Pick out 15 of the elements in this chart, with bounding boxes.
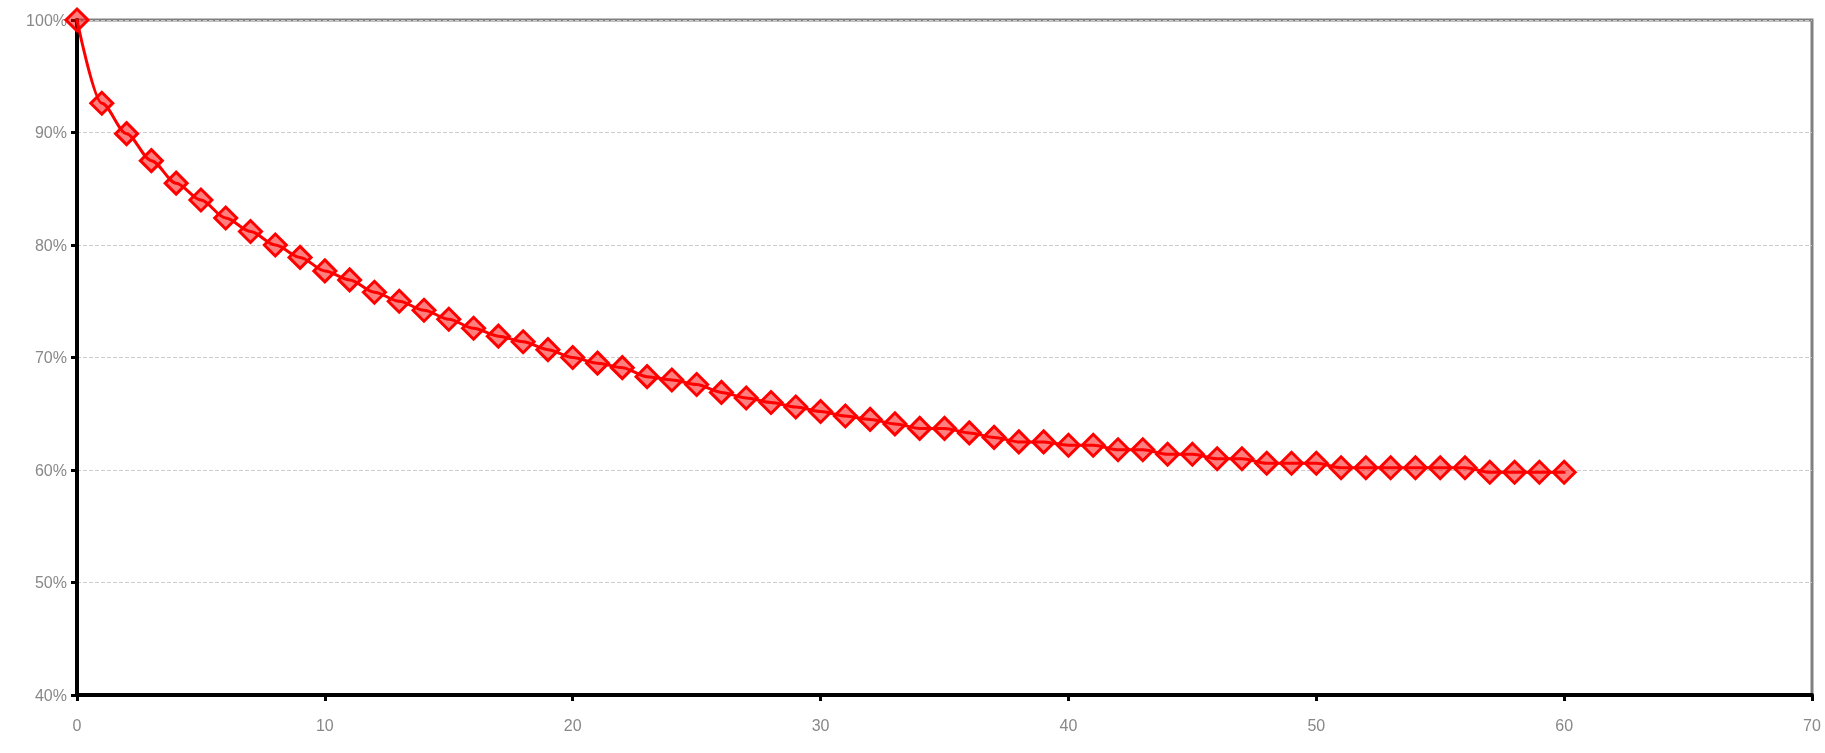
x-tick-label: 60 <box>1555 716 1574 734</box>
y-tick-label: 50% <box>34 574 67 591</box>
x-tick-label: 70 <box>1803 716 1821 734</box>
x-tick-label: 10 <box>315 716 334 734</box>
y-tick-label: 70% <box>34 349 67 366</box>
x-tick-label: 20 <box>563 716 582 734</box>
y-tick-label: 80% <box>34 236 67 254</box>
y-tick-label: 90% <box>34 124 67 141</box>
x-tick-label: 40 <box>1059 716 1078 734</box>
x-tick-label: 50 <box>1307 716 1326 734</box>
y-tick-label: 40% <box>34 686 67 704</box>
x-tick-label: 0 <box>72 716 82 734</box>
y-tick-label: 100% <box>26 11 67 29</box>
y-tick-label: 60% <box>34 461 67 479</box>
x-tick-label: 30 <box>811 716 830 734</box>
